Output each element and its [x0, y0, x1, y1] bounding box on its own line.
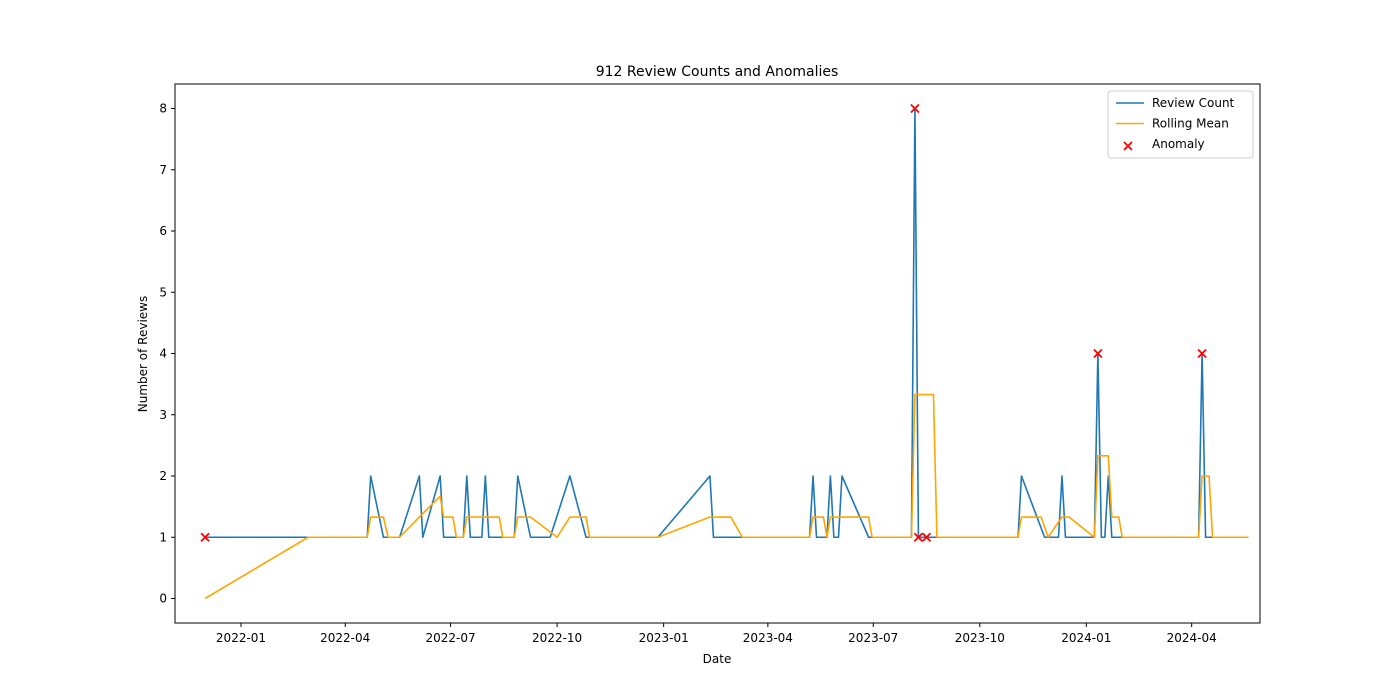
y-tick-label: 2	[159, 469, 167, 483]
y-axis-ticks: 0 1 2 3 4 5 6 7 8	[159, 102, 175, 606]
x-tick-label: 2022-10	[532, 631, 582, 645]
anomaly-marker	[910, 103, 920, 114]
x-tick-label: 2023-07	[848, 631, 898, 645]
y-axis-label: Number of Reviews	[136, 296, 150, 412]
anomaly-marker	[913, 532, 924, 542]
review-count-line	[205, 107, 1249, 539]
anomaly-marker	[200, 532, 210, 542]
chart-title: 912 Review Counts and Anomalies	[596, 64, 839, 80]
anomaly-marker	[921, 532, 932, 542]
legend-label: Anomaly	[1152, 137, 1205, 151]
x-tick-label: 2024-01	[1061, 631, 1111, 645]
x-tick-label: 2023-01	[639, 631, 689, 645]
legend: Review Count Rolling Mean Anomaly	[1107, 90, 1254, 159]
y-tick-label: 3	[159, 408, 167, 422]
y-tick-label: 4	[159, 347, 167, 361]
legend-item-anomaly: Anomaly	[1123, 137, 1205, 151]
legend-label: Review Count	[1152, 96, 1235, 110]
x-tick-label: 2023-04	[743, 631, 793, 645]
x-axis-label: Date	[703, 652, 732, 666]
y-tick-label: 7	[159, 163, 167, 177]
plot-marks	[200, 103, 1249, 600]
anomaly-marker	[1093, 348, 1103, 359]
y-tick-label: 1	[159, 530, 167, 544]
legend-box	[1107, 90, 1254, 159]
x-tick-label: 2023-10	[955, 631, 1005, 645]
x-tick-label: 2022-01	[216, 631, 266, 645]
x-tick-label: 2024-04	[1167, 631, 1217, 645]
legend-swatch	[1123, 141, 1133, 151]
anomaly-marker	[1197, 348, 1207, 359]
y-tick-label: 0	[159, 592, 167, 606]
x-tick-label: 2022-07	[426, 631, 476, 645]
y-tick-label: 5	[159, 285, 167, 299]
legend-item-rolling-mean: Rolling Mean	[1116, 117, 1229, 131]
legend-item-review-count: Review Count	[1116, 96, 1235, 110]
legend-label: Rolling Mean	[1152, 117, 1229, 131]
y-tick-label: 6	[159, 224, 167, 238]
x-axis-ticks: 2022-01 2022-04 2022-07 2022-10 2023-01 2023-…	[216, 623, 1217, 645]
x-tick-label: 2022-04	[320, 631, 370, 645]
rolling-mean-line	[204, 393, 1249, 600]
y-tick-label: 8	[159, 102, 167, 116]
